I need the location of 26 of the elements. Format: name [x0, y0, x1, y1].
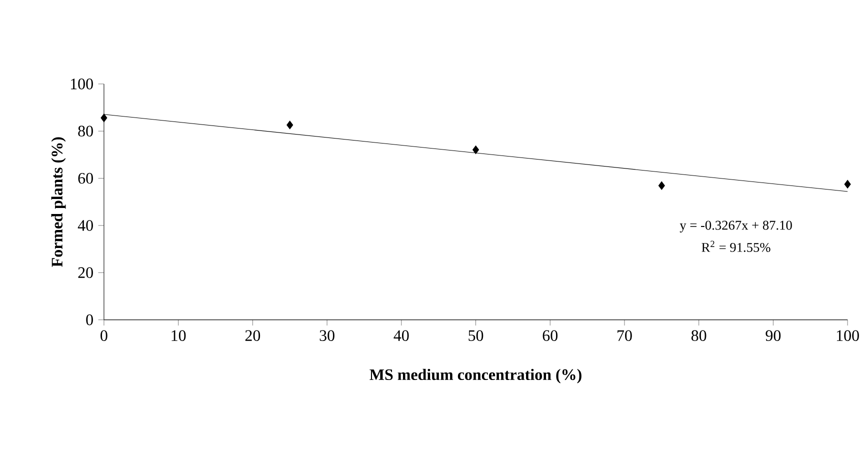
x-tick-label: 50 [468, 330, 484, 342]
y-tick-label: 80 [78, 126, 93, 137]
y-tick-label: 20 [78, 267, 93, 278]
x-axis-title: MS medium concentration (%) [370, 368, 582, 384]
point [100, 114, 108, 122]
y-tick-label: 60 [78, 173, 93, 184]
annotation: R$^{2}$ = 91.55% [702, 240, 770, 252]
x-tick-label: 60 [542, 330, 558, 342]
x-tick-label: 0 [100, 330, 108, 342]
y-tick-label: 0 [86, 314, 93, 326]
y-tick-label: 40 [78, 220, 93, 231]
point [844, 180, 851, 189]
point [286, 120, 294, 130]
x-tick-label: 20 [245, 330, 260, 342]
x-tick-label: 30 [320, 330, 334, 342]
x-tick-label: 80 [691, 330, 706, 342]
x-tick-label: 40 [394, 330, 409, 342]
point [658, 181, 665, 190]
x-tick-label: 100 [836, 330, 859, 342]
y-tick-label: 100 [70, 78, 93, 90]
y-axis-title: Formed plants (%) [51, 137, 66, 268]
x-tick-label: 10 [172, 330, 186, 342]
x-tick-label: 70 [618, 330, 632, 342]
point [472, 146, 480, 154]
x-tick-label: 90 [766, 330, 781, 342]
annotation: y = -0.3267x + 87.10 [680, 220, 792, 233]
